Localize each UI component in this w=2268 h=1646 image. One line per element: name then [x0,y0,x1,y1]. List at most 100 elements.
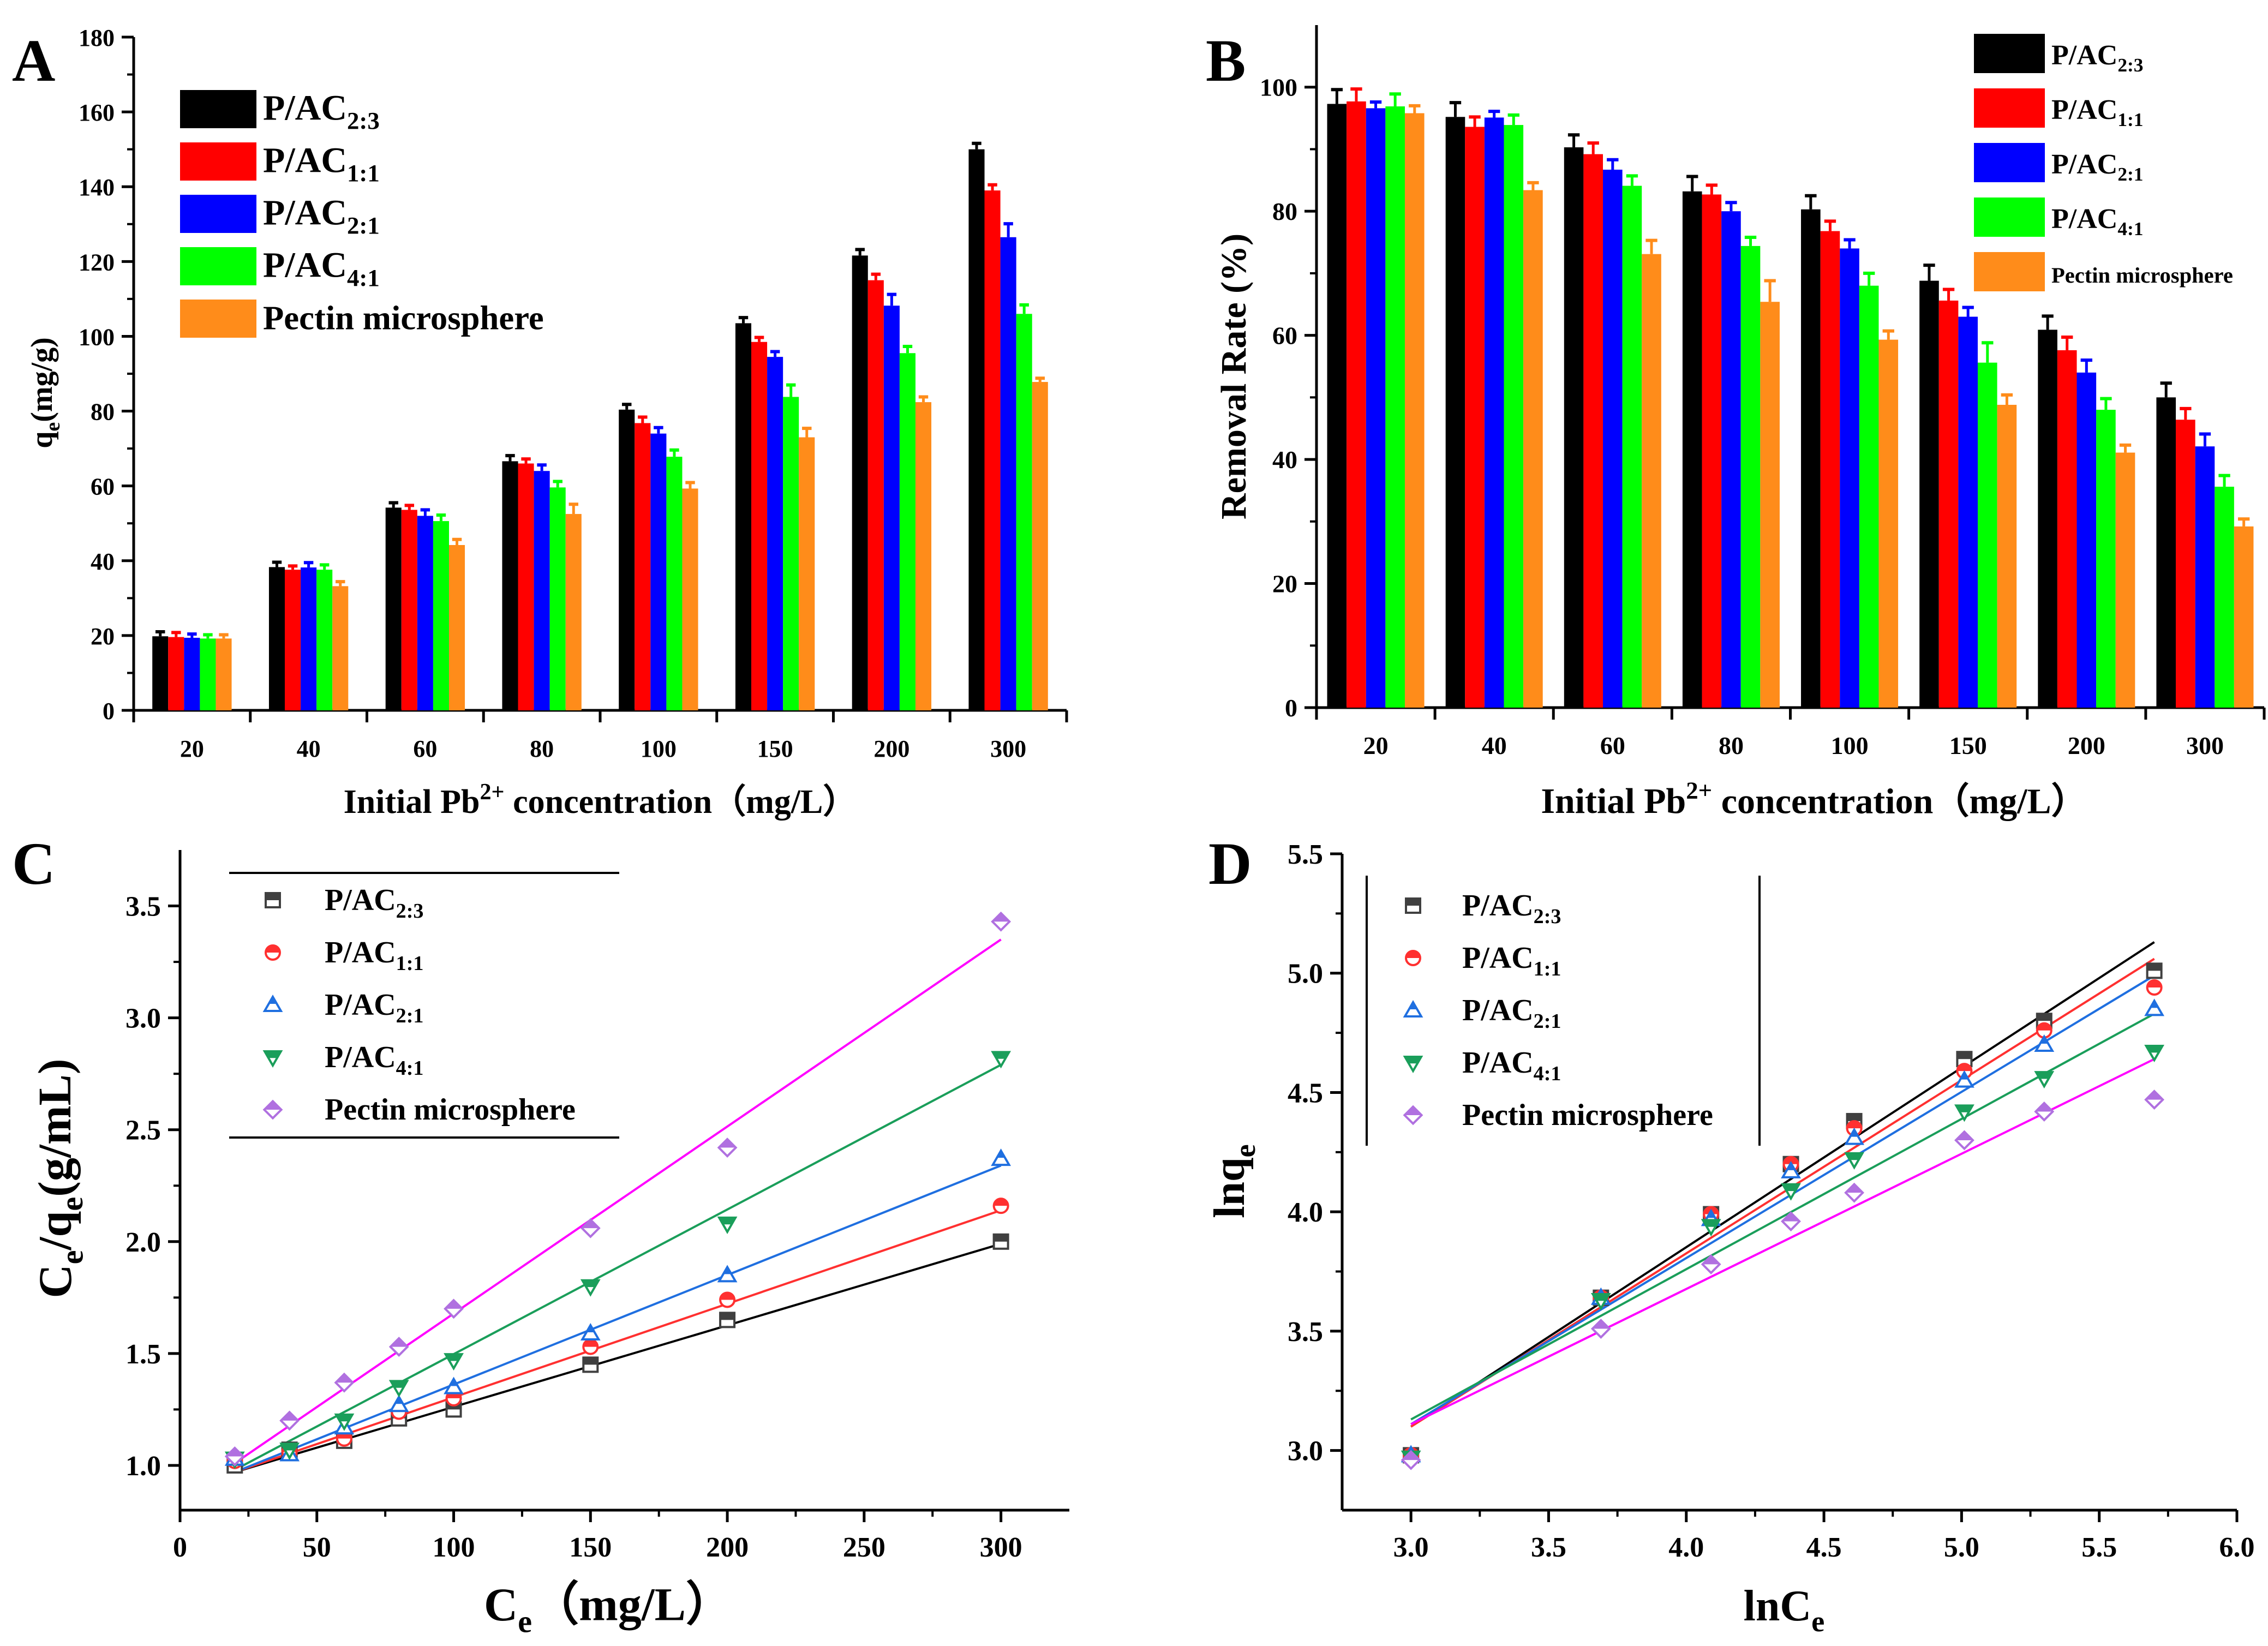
y-tick-label: 180 [79,25,115,51]
legend-label: P/AC2:3 [325,883,423,923]
data-point-fill [719,1139,736,1148]
x-tick-label: 100 [1831,732,1869,759]
data-point-fill [2147,980,2162,987]
y-axis-title: Ce/qe(g/mL) [28,1059,90,1298]
data-point-fill [264,1101,282,1110]
data-point-fill [394,1397,403,1404]
fit-line [234,938,1002,1464]
bar [1366,108,1386,708]
y-tick-label: 0 [103,698,115,725]
bar [650,433,667,710]
legend-label: P/AC2:3 [1462,889,1561,928]
bar [1603,169,1623,708]
chart-panel-d: 3.0 3.5 4.0 4.5 5.0 5.5 3.0 3.5 4.0 4.5 5.0 5.5 6.0 P… [1206,839,2255,1638]
panel-label-d: D [1208,830,1252,897]
bar [1977,362,1997,708]
bar [666,457,683,710]
bar [1721,211,1741,708]
data-point-fill [1406,899,1420,906]
legend-label: P/AC2:1 [263,193,380,240]
y-tick-label: 2.0 [125,1227,161,1258]
fit-line [234,1164,1002,1474]
y-tick-label: 140 [79,174,115,201]
legend-swatch [1974,252,2045,291]
y-tick-label: 5.0 [1288,959,1323,990]
x-tick-label: 150 [1949,732,1987,759]
data-point-fill [1955,1132,1973,1140]
bar [518,463,534,710]
x-axis-title: Initial Pb2+ concentration（mg/L） [344,779,857,821]
data-point-fill [1702,1255,1720,1265]
data-point-fill [719,1217,736,1225]
bar [316,570,333,710]
x-tick-label: 6.0 [2219,1532,2255,1563]
legend-swatch [180,195,256,233]
bar [268,567,285,710]
data-point-fill [1592,1320,1609,1329]
legend-label: P/AC2:1 [1462,993,1561,1033]
data-point-fill [449,1379,458,1386]
bar [385,507,402,710]
legend-label: Pectin microsphere [325,1093,576,1127]
y-tick-label: 3.5 [125,891,161,923]
legend-label: P/AC2:3 [263,88,380,135]
data-point-fill [720,1313,735,1320]
x-tick-label: 4.0 [1668,1532,1704,1563]
bar [2096,410,2116,708]
legend-label: P/AC1:1 [263,141,380,187]
x-tick-label: 5.5 [2081,1532,2117,1563]
y-axis-title: lnqe [1206,1144,1261,1218]
chart-panel-b: 0 20 40 60 80 100 20 40 60 80 100 150 200 300 P/AC2:3 P… [1214,25,2266,822]
x-tick-label: 100 [433,1532,475,1563]
data-point-fill [2037,1014,2051,1021]
data-point-fill [994,1234,1008,1242]
bar [1740,246,1761,708]
data-point-fill [997,1151,1006,1158]
data-point-fill [336,1374,353,1383]
data-point-fill [281,1444,298,1451]
y-tick-label: 20 [1272,570,1297,598]
y-axis-title: qe(mg/g) [25,337,64,448]
legend-label: P/AC4:1 [1462,1046,1561,1085]
y-tick-label: 5.5 [1288,839,1323,870]
data-point-fill [2036,1072,2052,1079]
legend-label: Pectin microsphere [2051,263,2233,288]
bar [867,280,884,710]
bar [2176,420,2195,708]
data-point-fill [266,945,280,953]
y-tick-label: 100 [1260,74,1297,101]
data-point-fill [2146,1046,2163,1053]
y-tick-label: 160 [79,99,115,126]
legend-swatch [1974,143,2045,182]
x-tick-label: 80 [530,735,554,762]
x-tick-label: 100 [641,735,677,762]
bar [1702,194,1722,708]
data-point-fill [1404,1106,1422,1115]
data-point-fill [583,1339,598,1347]
fit-line [234,1063,1002,1471]
legend-label: P/AC2:1 [2051,149,2143,185]
legend-swatch [180,90,256,128]
x-tick-label: 20 [180,735,204,762]
bar [1820,231,1840,708]
data-point-fill [2147,963,2162,971]
data-point-fill [1847,1114,1862,1121]
bar [2234,526,2254,708]
y-tick-label: 20 [91,623,115,650]
y-tick-label: 2.5 [125,1115,161,1146]
bar [1760,302,1780,708]
bar [332,586,349,710]
legend-swatch [180,247,256,285]
bar [1859,285,1879,708]
bar [2195,446,2215,708]
bar [285,570,301,710]
fit-line [234,1209,1002,1474]
bar [1642,254,1661,708]
fit-line [1410,974,2155,1426]
fit-line [1410,1013,2155,1421]
bar [1404,113,1425,708]
bar [502,461,518,710]
x-tick-label: 40 [1482,732,1507,759]
bar [799,437,815,710]
x-tick-label: 4.5 [1806,1532,1842,1563]
